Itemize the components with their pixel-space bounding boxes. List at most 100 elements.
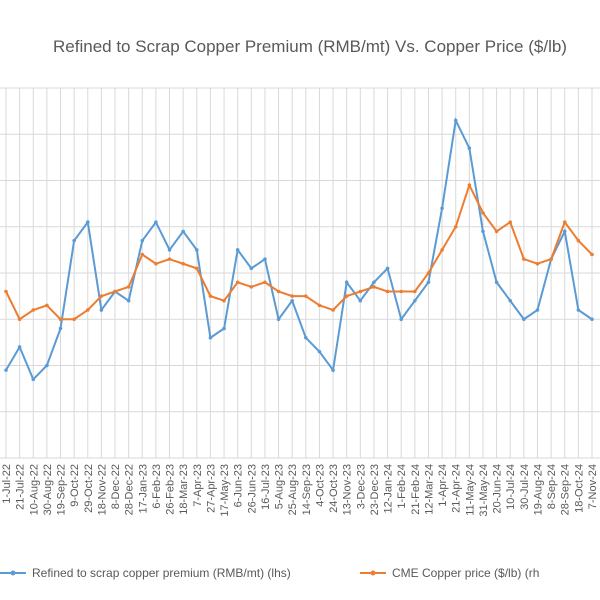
x-tick-label: 1-Apr-24 xyxy=(437,464,449,507)
x-tick-label: 30-Jul-24 xyxy=(519,464,531,510)
series-marker xyxy=(140,238,145,243)
x-tick-label: 17-May-23 xyxy=(219,464,231,517)
legend-marker xyxy=(370,570,376,576)
series-marker xyxy=(167,248,172,252)
series-marker xyxy=(453,224,458,229)
x-tick-label: 24-Oct-23 xyxy=(328,464,340,513)
series-marker xyxy=(113,289,117,294)
series-marker xyxy=(154,220,158,224)
series-marker xyxy=(85,308,90,312)
series-marker xyxy=(208,294,213,298)
x-tick-label: 31-May-24 xyxy=(478,464,490,517)
series-marker xyxy=(31,377,36,382)
legend-label: Refined to scrap copper premium (RMB/mt)… xyxy=(32,566,291,580)
series-marker xyxy=(399,289,404,294)
series-marker xyxy=(535,261,540,266)
series-marker xyxy=(317,303,322,308)
x-tick-label: 28-Dec-22 xyxy=(124,464,136,515)
x-tick-label: 21-Jul-22 xyxy=(15,464,27,510)
series-line xyxy=(5,117,593,382)
x-tick-label: 8-Dec-22 xyxy=(110,464,122,509)
series-marker xyxy=(249,285,254,289)
x-tick-label: 10-Aug-22 xyxy=(28,464,40,515)
x-tick-label: 5-Aug-23 xyxy=(274,464,286,509)
x-tick-label: 23-Dec-23 xyxy=(369,464,381,515)
x-tick-label: 13-Nov-23 xyxy=(342,464,354,515)
series-marker xyxy=(154,261,158,266)
series-marker xyxy=(249,266,254,271)
x-tick-label: 17-Jan-23 xyxy=(137,464,149,514)
x-tick-label: 18-Nov-22 xyxy=(96,464,108,515)
x-tick-label: 21-Feb-24 xyxy=(410,464,422,515)
series-marker xyxy=(222,326,226,331)
series-marker xyxy=(17,317,22,322)
series-line xyxy=(5,182,593,321)
series-marker xyxy=(385,266,390,271)
x-tick-label: 4-Oct-23 xyxy=(314,464,326,507)
series-marker xyxy=(562,220,567,224)
series-marker xyxy=(344,280,349,285)
series-marker xyxy=(45,363,49,368)
series-marker xyxy=(31,308,36,312)
series-marker xyxy=(72,238,76,243)
x-tick-label: 14-Sep-23 xyxy=(301,464,313,515)
series-marker xyxy=(494,280,499,285)
x-tick-label: 20-Jun-24 xyxy=(492,464,504,514)
series-marker xyxy=(535,308,540,312)
x-tick-label: 16-Jul-23 xyxy=(260,464,272,510)
series-marker xyxy=(413,298,417,303)
series-marker xyxy=(181,229,185,234)
chart-title: Refined to Scrap Copper Premium (RMB/mt)… xyxy=(53,37,567,56)
series-marker xyxy=(549,257,553,261)
series-marker xyxy=(576,308,581,312)
x-tick-label: 7-Apr-23 xyxy=(192,464,204,507)
series-marker xyxy=(4,289,8,294)
series-marker xyxy=(372,280,376,285)
series-marker xyxy=(358,289,363,294)
series-marker xyxy=(45,303,49,308)
series-marker xyxy=(385,289,390,294)
x-tick-label: 18-Mar-23 xyxy=(178,464,190,515)
x-tick-label: 25-Aug-23 xyxy=(287,464,299,515)
series-marker xyxy=(413,289,417,294)
series-marker xyxy=(58,317,63,322)
x-tick-label: 1-Jul-22 xyxy=(1,464,13,504)
series-marker xyxy=(453,118,458,123)
series-marker xyxy=(99,294,104,298)
series-marker xyxy=(467,183,472,187)
series-marker xyxy=(426,280,431,285)
series-marker xyxy=(263,280,267,285)
x-tick-label: 1-Feb-24 xyxy=(396,464,408,509)
series-marker xyxy=(522,257,526,261)
series-marker xyxy=(372,285,376,289)
series-marker xyxy=(522,317,526,322)
series-marker xyxy=(426,271,431,275)
series-marker xyxy=(290,294,294,298)
x-tick-label: 6-Feb-23 xyxy=(151,464,163,509)
x-tick-label: 10-Jul-24 xyxy=(505,464,517,510)
series-marker xyxy=(481,229,485,234)
x-tick-label: 19-Sep-22 xyxy=(56,464,68,515)
x-tick-label: 30-Aug-22 xyxy=(42,464,54,515)
series-marker xyxy=(181,261,185,266)
series-marker xyxy=(590,317,594,322)
series-marker xyxy=(72,317,76,322)
series-marker xyxy=(208,335,213,340)
series-marker xyxy=(194,248,199,252)
x-tick-label: 6-Jun-23 xyxy=(233,464,245,507)
x-tick-label: 29-Oct-22 xyxy=(83,464,95,513)
x-tick-label: 11-May-24 xyxy=(464,464,476,516)
series-marker xyxy=(4,368,8,372)
series-marker xyxy=(399,317,404,322)
series-marker xyxy=(508,298,513,303)
series-marker xyxy=(126,285,131,289)
series-marker xyxy=(467,146,472,150)
series-marker xyxy=(99,308,104,312)
x-tick-label: 26-Feb-23 xyxy=(165,464,177,515)
series-marker xyxy=(235,248,240,252)
series-marker xyxy=(167,257,172,261)
series-marker xyxy=(304,294,308,298)
series-marker xyxy=(85,220,90,224)
series-marker xyxy=(440,206,444,211)
x-tick-label: 9-Oct-22 xyxy=(69,464,81,507)
